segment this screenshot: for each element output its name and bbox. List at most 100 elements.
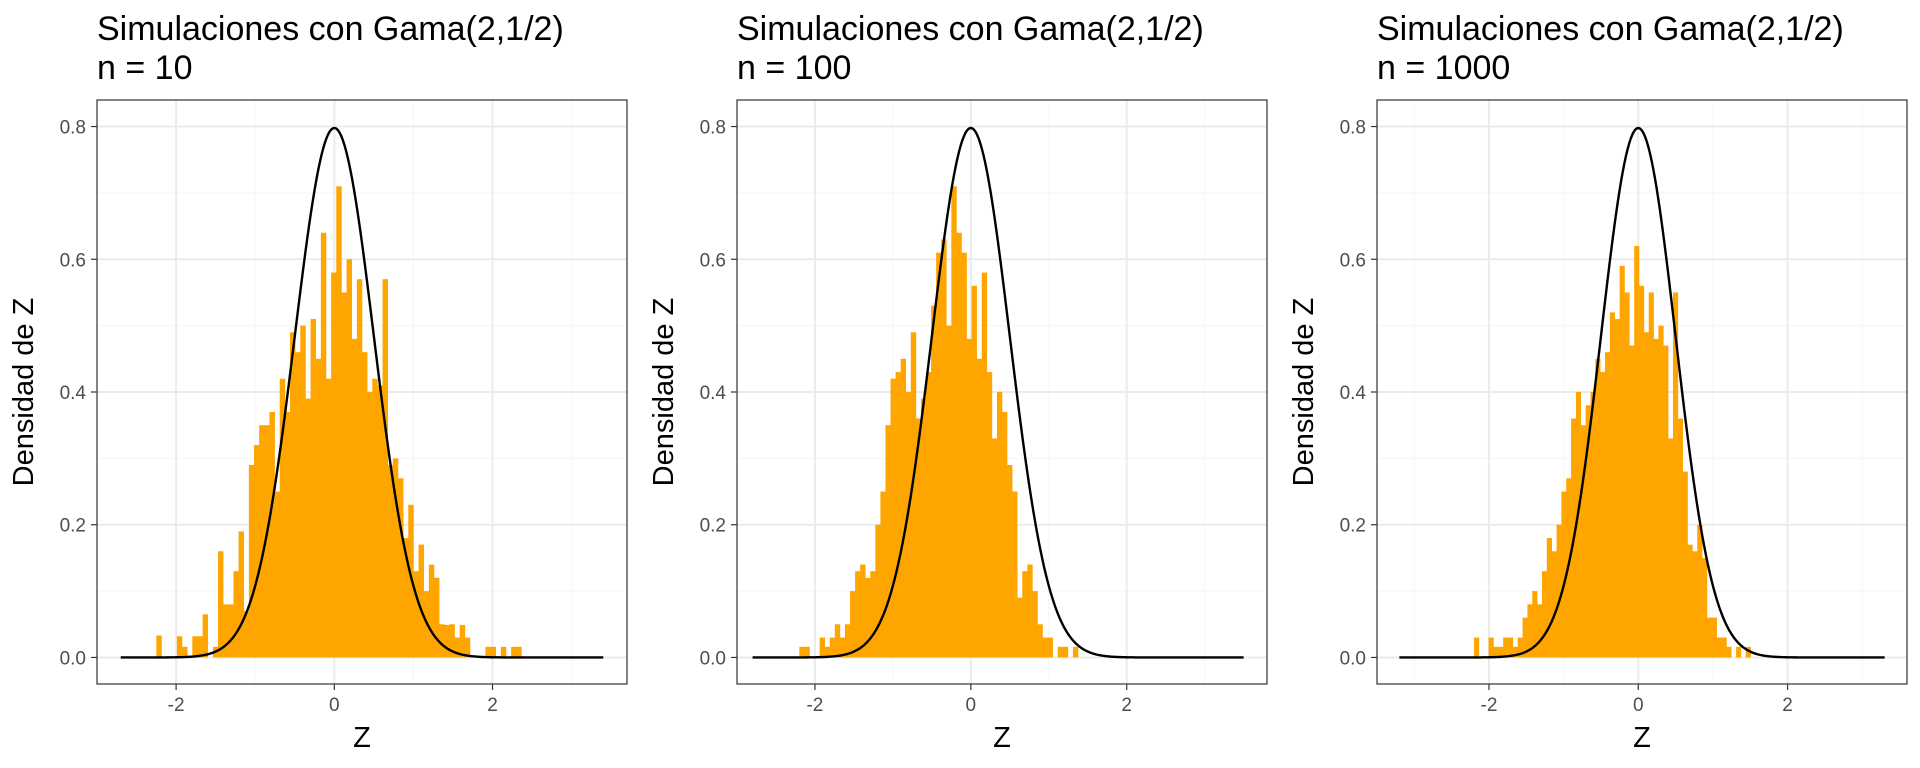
histogram-bar <box>315 358 322 658</box>
chart-title: Simulaciones con Gama(2,1/2) <box>1377 10 1844 48</box>
histogram-bar <box>197 636 203 658</box>
histogram-bar <box>799 646 805 658</box>
histogram-bar <box>1590 392 1596 658</box>
histogram-bar <box>1682 471 1688 658</box>
y-tick-label: 0.4 <box>1340 383 1367 404</box>
y-tick-label: 0.8 <box>700 118 726 139</box>
y-tick-label: 0.0 <box>60 648 86 669</box>
histogram-bar <box>1546 538 1552 658</box>
y-tick-label: 0.6 <box>700 250 726 271</box>
chart-subtitle: n = 10 <box>97 49 192 87</box>
histogram-bar <box>218 551 224 658</box>
histogram-bar <box>1017 597 1023 658</box>
histogram-bar <box>936 252 942 658</box>
histogram-bar <box>428 564 435 658</box>
histogram-bar <box>346 259 353 658</box>
histogram-bar <box>915 418 922 658</box>
histogram-bar <box>1012 491 1018 658</box>
histogram-bar <box>1692 551 1698 658</box>
histogram-bar <box>228 604 234 658</box>
histogram-bar <box>1561 491 1567 658</box>
y-tick-label: 0.2 <box>700 516 726 537</box>
x-axis-title: Z <box>1633 722 1651 754</box>
histogram-bar <box>1493 646 1499 658</box>
y-tick-label: 0.8 <box>60 118 86 139</box>
histogram-bar <box>920 398 927 658</box>
histogram-bar <box>951 186 957 658</box>
histogram-bar <box>966 338 972 658</box>
histogram-bar <box>490 646 496 658</box>
histogram-bar <box>1537 604 1543 658</box>
histogram-bar <box>377 385 383 658</box>
plot-area <box>1377 100 1907 684</box>
histogram-bar <box>885 425 891 658</box>
density-curve <box>752 126 1244 659</box>
histogram-bar <box>1629 345 1635 658</box>
histogram-bar <box>1022 571 1028 658</box>
histogram-bar <box>1677 418 1683 658</box>
histogram-bar <box>413 571 419 658</box>
histogram-bar <box>890 378 896 658</box>
histogram-bar <box>156 635 162 658</box>
y-tick-label: 0.4 <box>700 383 727 404</box>
histogram-bar <box>1032 591 1038 658</box>
y-tick-label: 0.0 <box>1340 648 1366 669</box>
x-tick-label: -2 <box>806 695 823 716</box>
histogram-bar <box>1062 646 1069 658</box>
histogram-bar <box>279 378 286 658</box>
histogram-bar <box>875 524 881 658</box>
histogram-bar <box>1697 524 1703 658</box>
histogram-bar <box>931 305 937 658</box>
histogram-bar <box>1600 372 1606 658</box>
histogram-bar <box>1037 624 1043 658</box>
y-tick-label: 0.8 <box>1340 118 1366 139</box>
histogram-bar <box>418 544 425 658</box>
histogram-bar <box>1575 392 1582 658</box>
histogram-bar <box>459 624 466 658</box>
histogram-bar <box>1745 646 1751 658</box>
histogram-bar <box>844 624 851 658</box>
density-curve <box>120 126 604 659</box>
histogram-bar <box>961 252 967 658</box>
histogram-bar <box>1527 604 1533 658</box>
histogram-bar <box>1002 411 1008 658</box>
histogram-bar <box>274 491 281 658</box>
histogram-bar <box>926 372 932 658</box>
histogram-bar <box>238 531 245 658</box>
histogram-bar <box>824 646 831 658</box>
histogram-bar <box>1532 591 1538 658</box>
histogram-bar <box>900 358 907 658</box>
x-axis-title: Z <box>353 722 371 754</box>
y-tick-label: 0.0 <box>700 648 726 669</box>
x-tick-label: 2 <box>1121 695 1132 716</box>
histogram-bar <box>176 636 183 658</box>
y-axis-title: Densidad de Z <box>1288 298 1320 487</box>
histogram-bar <box>433 577 440 658</box>
histogram-bar <box>976 358 983 658</box>
histogram-bar <box>1605 352 1611 658</box>
histogram-bar <box>850 591 856 658</box>
histogram-bar <box>991 438 998 658</box>
chart-panel-3: 0.0 0.2 0.4 0.6 0.8 -2 0 2 Simulaciones con Gama… <box>1288 10 1908 754</box>
chart-title: Simulaciones con Gama(2,1/2) <box>97 10 564 48</box>
histogram-bar <box>981 272 988 658</box>
histogram-bar <box>1658 325 1664 658</box>
histogram-bar <box>1653 338 1659 658</box>
histogram-bar <box>839 637 846 658</box>
histogram-bar <box>895 372 901 658</box>
histogram-bar <box>439 624 445 658</box>
histogram-bar <box>1643 332 1650 658</box>
histogram-bar <box>1585 405 1591 658</box>
x-tick-label: 2 <box>1782 695 1793 716</box>
histogram-bar <box>1634 246 1640 658</box>
x-tick-label: 0 <box>1633 695 1644 716</box>
histogram-bar <box>269 411 275 658</box>
histogram-bar <box>310 319 317 658</box>
histogram-bar <box>192 636 198 658</box>
chart-panel-1: 0.0 0.2 0.4 0.6 0.8 -2 0 2 Simulaciones con Gama… <box>8 10 628 754</box>
histogram-bar <box>1551 551 1557 658</box>
histogram-bar <box>223 604 229 658</box>
histogram-bar <box>1648 292 1654 658</box>
histogram-bar <box>254 445 260 658</box>
histogram-bar <box>449 624 455 658</box>
